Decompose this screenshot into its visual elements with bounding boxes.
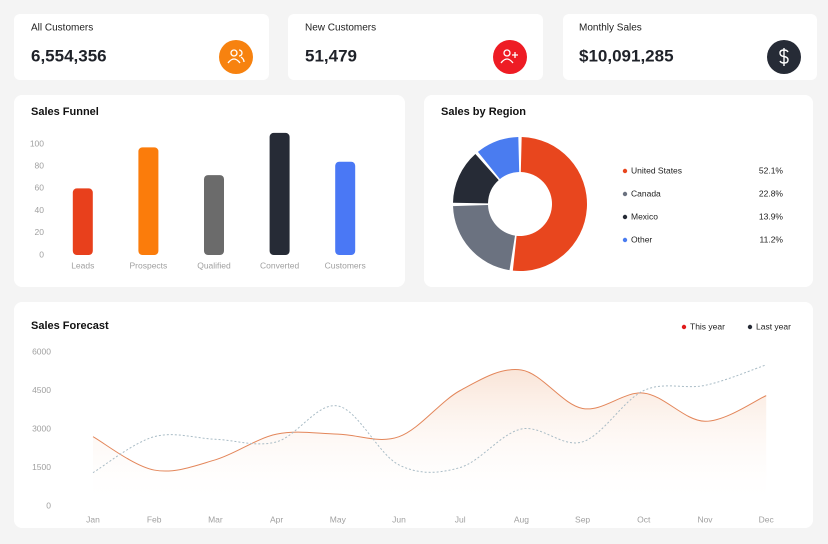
x-tick-label: Sep <box>575 514 590 524</box>
x-tick-label: Dec <box>759 514 775 524</box>
card-label: New Customers <box>305 23 376 34</box>
x-tick-label: Mar <box>208 514 223 524</box>
y-tick-label: 60 <box>35 183 45 193</box>
y-tick-label: 80 <box>35 160 45 170</box>
x-tick-label: Jun <box>392 514 406 524</box>
users-icon <box>227 49 245 64</box>
value-label: 52.1% <box>759 165 784 175</box>
legend-marker <box>622 237 628 243</box>
card-label: All Customers <box>31 23 93 34</box>
bar <box>335 161 356 255</box>
x-tick-label: Prospects <box>130 260 168 270</box>
legend-label: United States <box>631 165 682 175</box>
x-tick-label: Apr <box>270 514 283 524</box>
bar <box>269 132 290 255</box>
y-tick-label: 1500 <box>32 462 51 472</box>
x-tick-label: Oct <box>637 514 651 524</box>
legend-label: Mexico <box>631 211 658 221</box>
y-tick-label: 40 <box>35 205 45 215</box>
legend-label: Other <box>631 234 652 244</box>
icon <box>493 40 527 74</box>
value-label: 11.2% <box>760 234 784 244</box>
value-label: 13.9% <box>759 211 784 221</box>
pie-slice <box>453 154 499 204</box>
pie-slice <box>453 205 515 271</box>
legend-marker <box>622 191 628 197</box>
y-tick-label: 0 <box>39 249 44 259</box>
chart-title: Sales Forecast <box>31 320 109 332</box>
pie-slice <box>477 137 520 180</box>
y-tick-label: 6000 <box>32 346 51 356</box>
dollar-icon <box>779 48 789 66</box>
card <box>14 14 269 80</box>
card <box>563 14 817 80</box>
line <box>92 364 767 474</box>
x-tick-label: Converted <box>260 260 299 270</box>
value-label: 22.8% <box>759 188 784 198</box>
card-value: 51,479 <box>305 46 357 65</box>
x-tick-label: Leads <box>71 260 94 270</box>
legend-label: Canada <box>631 188 661 198</box>
legend-marker <box>622 168 628 174</box>
y-tick-label: 0 <box>46 500 51 510</box>
chart-title: Sales by Region <box>441 106 526 118</box>
bar <box>204 175 224 255</box>
card-label: Monthly Sales <box>579 23 642 34</box>
line <box>92 369 767 472</box>
icon <box>219 40 253 74</box>
x-tick-label: Qualified <box>197 260 231 270</box>
user-plus-icon <box>500 49 518 64</box>
bar <box>72 188 93 255</box>
x-tick-label: Jan <box>86 514 100 524</box>
y-tick-label: 3000 <box>32 423 51 433</box>
bar <box>138 147 159 255</box>
legend-marker <box>747 324 753 330</box>
card <box>288 14 543 80</box>
legend-label: This year <box>690 321 725 331</box>
legend-marker <box>622 214 628 220</box>
legend-marker <box>681 324 687 330</box>
x-tick-label: May <box>330 514 347 524</box>
y-tick-label: 20 <box>35 227 45 237</box>
y-tick-label: 100 <box>30 138 44 148</box>
card-value: $10,091,285 <box>579 46 674 65</box>
legend-label: Last year <box>756 321 791 331</box>
x-tick-label: Nov <box>697 514 713 524</box>
x-tick-label: Customers <box>325 260 366 270</box>
x-tick-label: Feb <box>147 514 162 524</box>
x-tick-label: Aug <box>514 514 529 524</box>
y-tick-label: 4500 <box>32 385 51 395</box>
card-value: 6,554,356 <box>31 46 107 65</box>
x-tick-label: Jul <box>455 514 466 524</box>
pie-slice <box>512 137 587 271</box>
chart-title: Sales Funnel <box>31 106 99 118</box>
area <box>93 369 767 506</box>
